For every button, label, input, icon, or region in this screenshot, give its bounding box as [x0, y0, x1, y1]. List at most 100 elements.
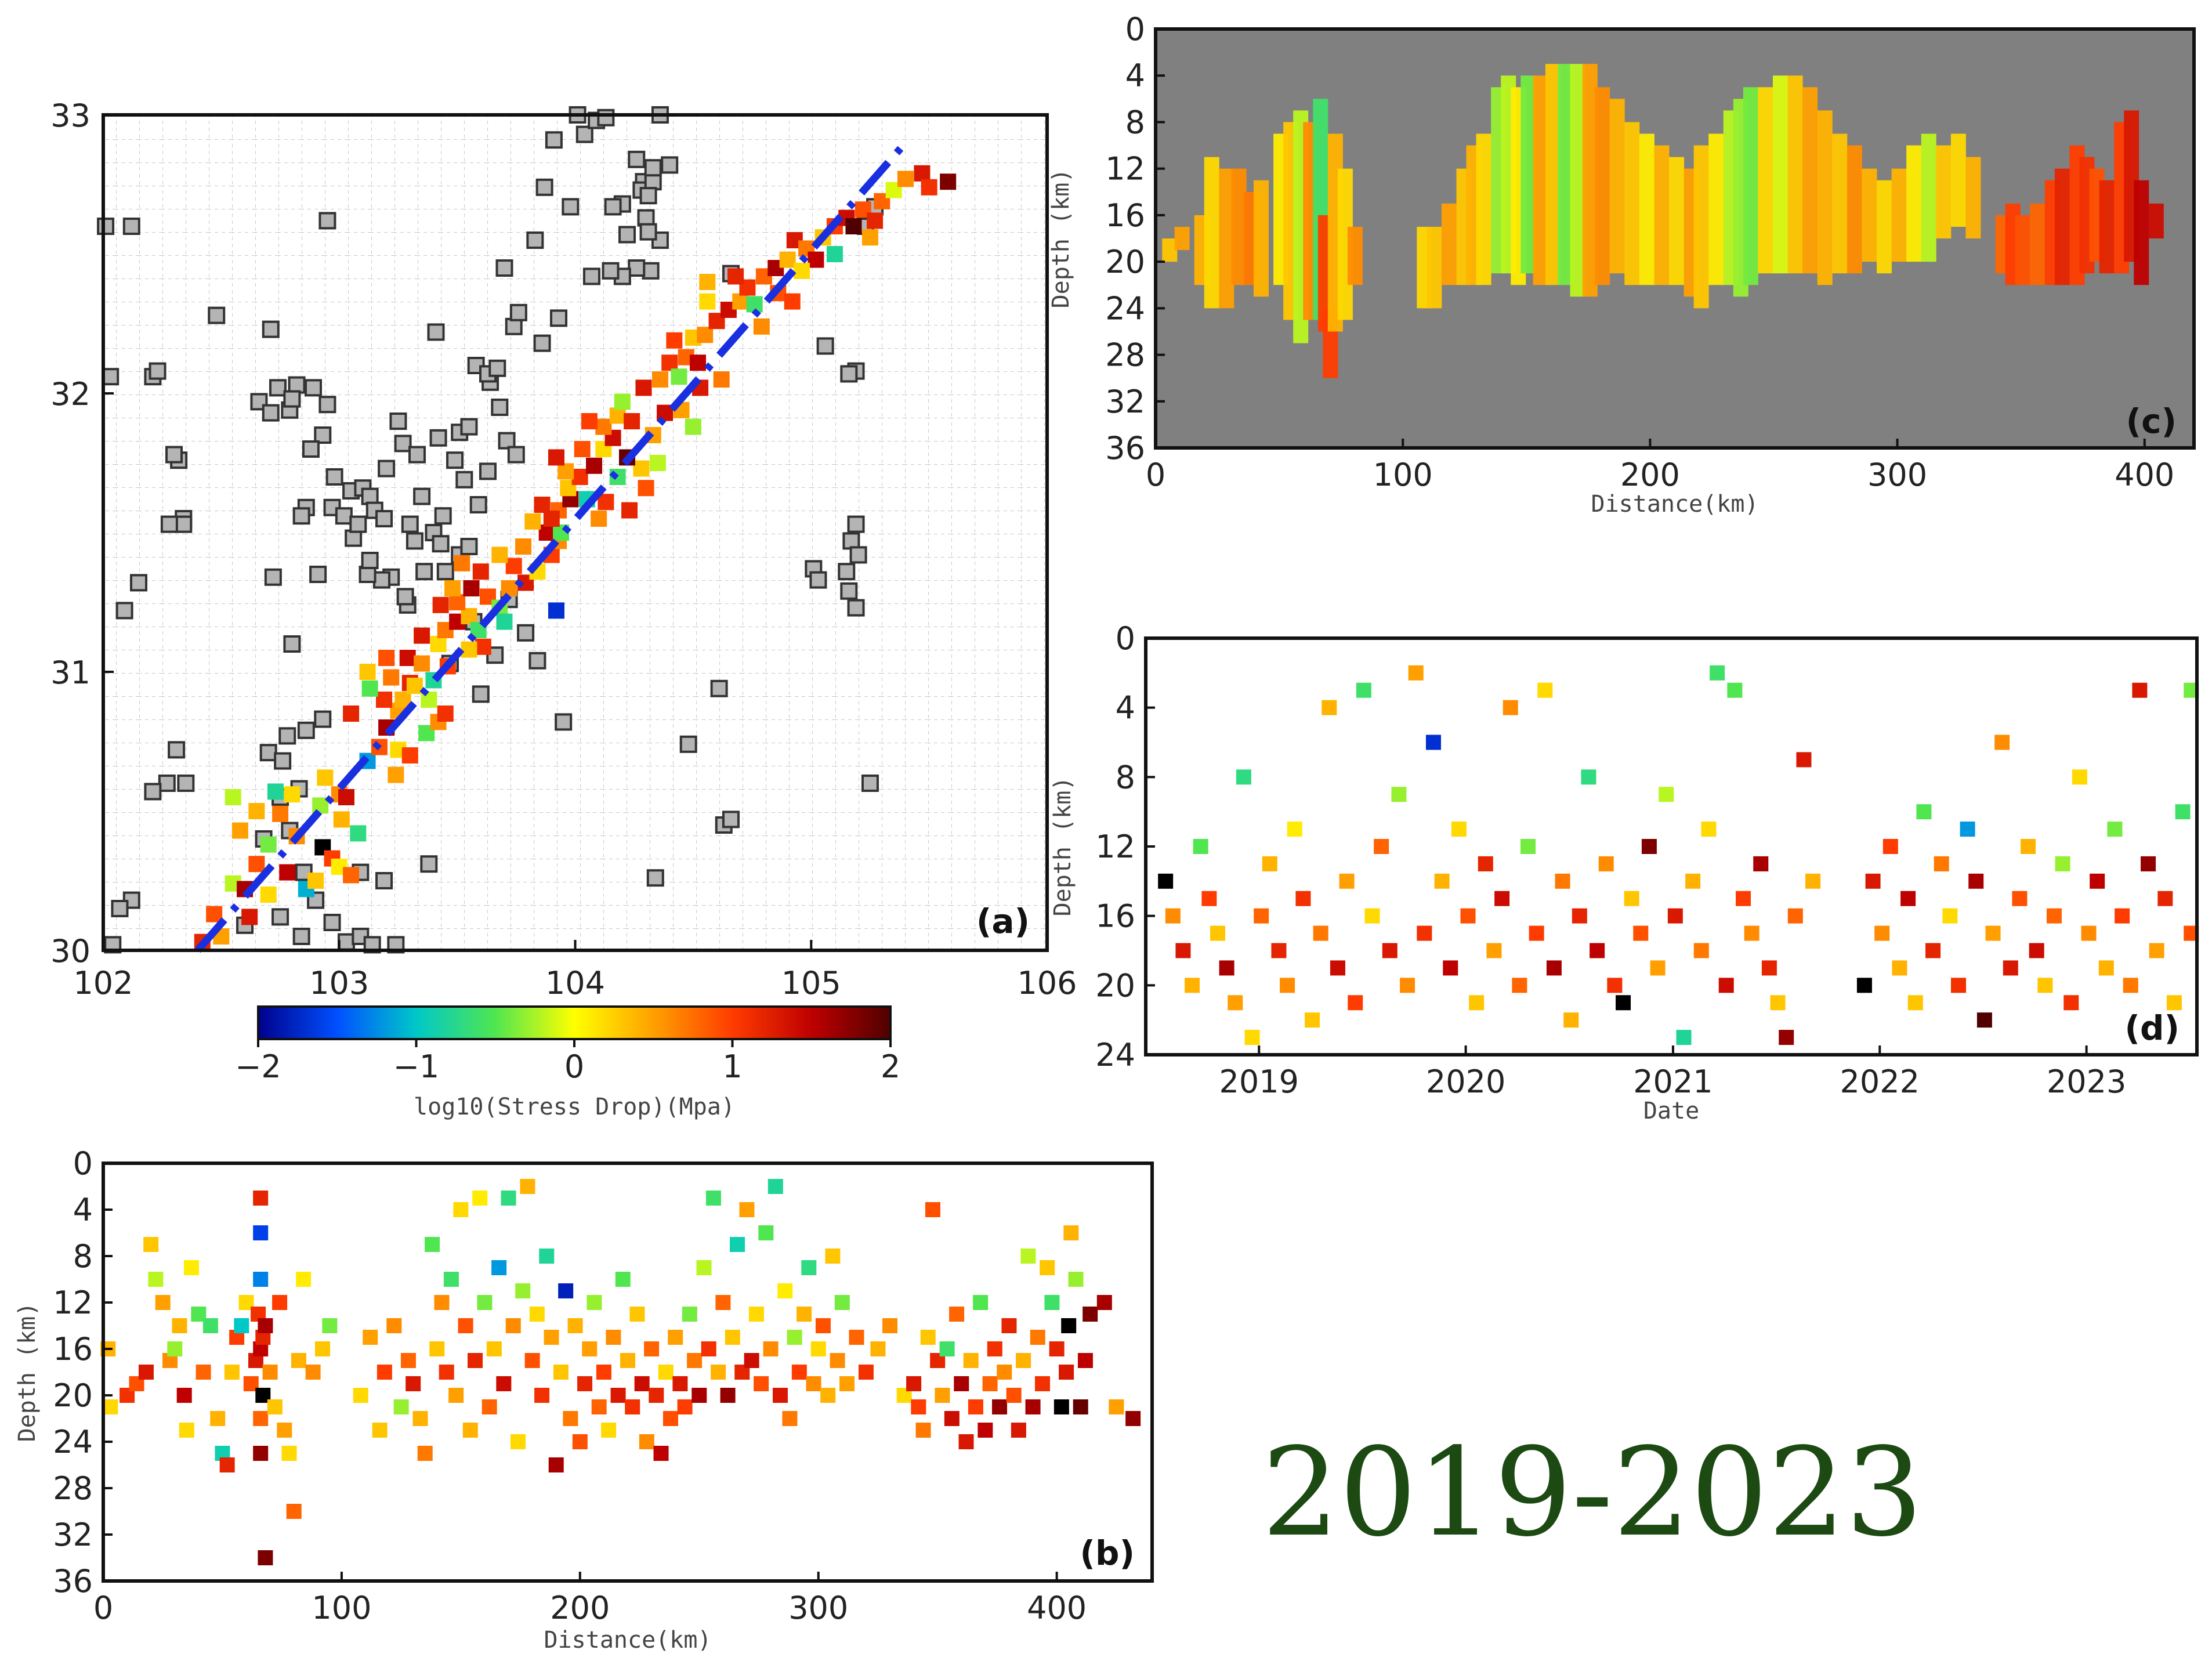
- data-point: [491, 1260, 507, 1275]
- stress-event: [940, 173, 957, 190]
- data-point: [1916, 804, 1932, 820]
- background-event: [130, 574, 148, 592]
- data-point: [577, 1376, 593, 1391]
- data-point: [782, 1411, 798, 1426]
- background-event: [269, 379, 287, 397]
- background-event: [639, 187, 657, 205]
- background-event: [597, 108, 615, 126]
- data-point: [672, 1376, 688, 1391]
- data-point: [1425, 735, 1441, 750]
- data-point: [1633, 925, 1649, 941]
- data-point: [253, 1191, 269, 1206]
- stress-event: [388, 766, 404, 783]
- data-point: [701, 1341, 716, 1356]
- data-point: [1322, 700, 1337, 715]
- data-point: [1805, 873, 1821, 889]
- colorbar-label: log10(Stress Drop)(Mpa): [414, 1094, 735, 1120]
- stress-event: [206, 906, 223, 922]
- y-tick-label: 28: [1105, 337, 1145, 374]
- data-point: [202, 1318, 218, 1333]
- colorbar: −2 −1 0 1 2 log10(Stress Drop)(Mpa): [235, 1005, 900, 1120]
- data-point: [1676, 1030, 1692, 1045]
- data-point: [906, 1376, 922, 1391]
- x-tick-label: 300: [1867, 457, 1927, 493]
- colorbar-tick-label: 0: [564, 1048, 584, 1085]
- data-point: [815, 1318, 831, 1333]
- data-point: [1063, 1225, 1079, 1240]
- stress-event: [614, 393, 631, 410]
- background-event: [628, 150, 646, 168]
- data-point: [1650, 960, 1666, 976]
- data-point: [253, 1411, 269, 1426]
- data-point: [949, 1307, 965, 1322]
- data-point: [849, 1330, 864, 1345]
- y-tick-label: 24: [1105, 290, 1145, 327]
- data-point: [453, 1202, 469, 1217]
- data-point: [658, 1365, 674, 1380]
- background-event: [816, 337, 834, 355]
- data-point: [1165, 908, 1181, 924]
- panel-label: (b): [1080, 1533, 1135, 1573]
- data-point: [1865, 873, 1881, 889]
- data-point: [1330, 960, 1345, 976]
- background-event: [335, 507, 353, 525]
- background-event: [838, 563, 856, 581]
- data-point: [610, 1388, 626, 1403]
- data-point: [1667, 908, 1683, 924]
- background-event: [309, 566, 327, 583]
- y-tick-label: 16: [1105, 197, 1145, 234]
- y-tick-label: 20: [53, 1377, 93, 1414]
- background-event: [526, 231, 544, 249]
- x-tick-label: 200: [1620, 457, 1680, 493]
- data-point: [1874, 925, 1890, 941]
- background-event: [361, 487, 379, 505]
- data-point: [649, 1388, 664, 1403]
- data-point: [305, 1365, 321, 1380]
- stress-event: [571, 469, 588, 485]
- data-point: [563, 1411, 578, 1426]
- data-point: [2149, 943, 2164, 958]
- data-point: [1030, 1330, 1045, 1345]
- data-point: [1727, 682, 1743, 698]
- data-point: [925, 1202, 940, 1217]
- stress-event: [534, 497, 551, 513]
- data-point: [767, 1179, 783, 1194]
- data-point: [1779, 1030, 1794, 1045]
- data-point: [2072, 769, 2087, 785]
- data-point: [1735, 891, 1751, 906]
- data-point: [393, 1399, 409, 1414]
- data-point: [1796, 752, 1812, 768]
- data-point: [103, 1399, 118, 1414]
- data-point: [1503, 700, 1518, 715]
- data-point: [505, 1318, 521, 1333]
- background-event: [378, 459, 396, 477]
- data-point: [1219, 960, 1234, 976]
- stress-event: [784, 293, 801, 310]
- data-point: [196, 1365, 211, 1380]
- background-event: [446, 451, 464, 469]
- profile-column: [1787, 75, 1803, 274]
- data-point: [553, 1365, 569, 1380]
- stress-event: [826, 246, 843, 262]
- data-point: [935, 1388, 950, 1403]
- stress-event: [732, 293, 749, 310]
- data-point: [412, 1411, 428, 1426]
- background-event: [562, 198, 580, 216]
- data-point: [744, 1353, 759, 1368]
- stress-event: [914, 165, 931, 182]
- data-point: [425, 1237, 440, 1252]
- background-event: [479, 462, 497, 480]
- data-point: [978, 1423, 993, 1438]
- panel-label: (a): [976, 902, 1030, 941]
- x-tick-label: 2021: [1633, 1063, 1713, 1100]
- background-event: [361, 552, 379, 569]
- data-point: [472, 1191, 488, 1206]
- data-point: [1856, 978, 1872, 993]
- data-point: [1701, 822, 1717, 837]
- background-event: [628, 259, 646, 277]
- data-point: [911, 1399, 926, 1414]
- stress-event: [621, 502, 638, 519]
- data-point: [2021, 839, 2036, 854]
- data-point: [1434, 873, 1450, 889]
- stress-event: [307, 873, 324, 889]
